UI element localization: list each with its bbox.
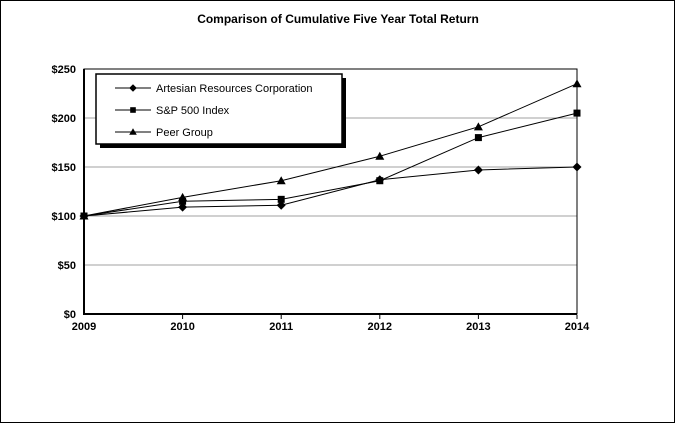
data-point-peer-group [375, 151, 385, 160]
legend-item-peer-group: Peer Group [115, 127, 213, 139]
axes-layer: 2009 2010 2011 2012 2013 2014 $0 $50 $100 $150 $20… [52, 64, 591, 333]
legend-label: Artesian Resources Corporation [156, 83, 313, 95]
x-tick-label: 2014 [565, 321, 590, 333]
data-point-peer-group [572, 79, 582, 88]
data-point-s-p-500-index [179, 197, 187, 205]
y-tick-label: $250 [52, 64, 76, 76]
x-tick-label: 2013 [466, 321, 490, 333]
series-artesian-resources-corporation [79, 162, 582, 221]
x-tick-label: 2010 [170, 321, 194, 333]
series-line-artesian-resources-corporation [83, 166, 578, 217]
legend-marker-diamond [129, 84, 137, 92]
x-tick-label: 2012 [368, 321, 392, 333]
legend-label: Peer Group [156, 127, 213, 139]
legend-item-artesian-resources-corporation: Artesian Resources Corporation [115, 83, 313, 95]
series-line-s-p-500-index [83, 112, 578, 217]
data-point-peer-group [178, 192, 188, 201]
series-line-peer-group [83, 83, 578, 217]
chart-title: Comparison of Cumulative Five Year Total… [197, 12, 479, 26]
data-point-peer-group [473, 122, 483, 131]
y-tick-label: $0 [64, 309, 76, 321]
y-tick-label: $100 [52, 211, 76, 223]
series-layer [79, 79, 582, 221]
legend-label: S&P 500 Index [156, 105, 230, 117]
legend-marker-triangle [129, 128, 137, 135]
data-point-artesian-resources-corporation [473, 165, 483, 175]
data-point-s-p-500-index [573, 109, 581, 117]
data-point-s-p-500-index [376, 177, 384, 185]
y-tick-label: $200 [52, 113, 76, 125]
x-tick-label: 2009 [72, 321, 96, 333]
x-tick-label: 2011 [269, 321, 293, 333]
series-peer-group [79, 79, 582, 220]
data-point-peer-group [79, 211, 89, 220]
y-tick-label: $150 [52, 162, 76, 174]
legend-marker-square [130, 107, 136, 113]
legend-item-s-p-500-index: S&P 500 Index [115, 105, 230, 117]
legend: Artesian Resources Corporation S&P 500 In… [95, 73, 346, 148]
data-point-artesian-resources-corporation [276, 200, 286, 210]
data-point-peer-group [276, 176, 286, 185]
data-point-s-p-500-index [474, 134, 482, 142]
y-tick-label: $50 [58, 260, 76, 272]
data-point-s-p-500-index [277, 195, 285, 203]
data-point-artesian-resources-corporation [178, 202, 188, 212]
data-point-artesian-resources-corporation [572, 162, 582, 172]
